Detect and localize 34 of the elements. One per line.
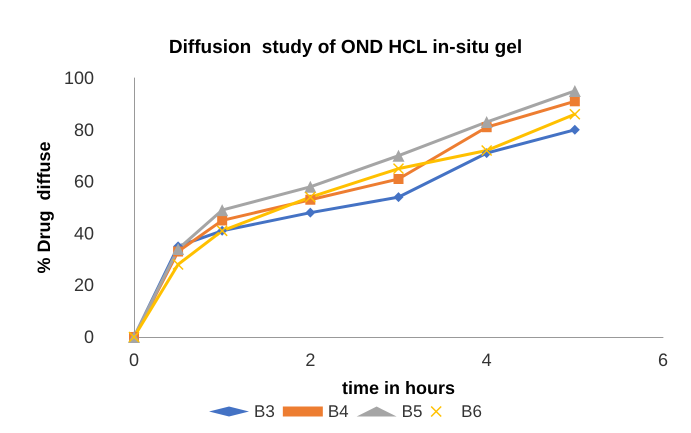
point: [304, 191, 316, 203]
point: [172, 242, 184, 255]
point: [172, 258, 184, 270]
y-tick-label: 80: [74, 120, 94, 140]
x-tick-label: 4: [482, 350, 492, 370]
legend-label: B3: [254, 402, 275, 421]
point: [305, 208, 316, 218]
point: [392, 150, 404, 162]
x-tick-label: 6: [658, 350, 668, 370]
point: [568, 84, 581, 97]
point: [304, 180, 316, 193]
point: [570, 96, 580, 106]
point: [480, 116, 493, 128]
legend-label: B6: [461, 402, 482, 421]
point: [392, 162, 404, 174]
point: [394, 192, 404, 202]
point: [394, 174, 404, 184]
x-tick-label: 0: [128, 350, 140, 370]
point: [217, 215, 228, 226]
y-tick-label: 100: [64, 68, 94, 88]
point: [569, 108, 581, 120]
legend-label: B4: [328, 402, 349, 421]
point: [216, 204, 228, 216]
y-tick-label: 0: [84, 327, 94, 347]
legend-label: B5: [402, 402, 422, 421]
x-tick-label: 2: [305, 350, 316, 370]
y-axis-title: % Drug diffuse: [34, 141, 54, 274]
chart-title: Diffusion study of OND HCL in-situ gel: [168, 37, 522, 58]
y-tick-label: 20: [74, 275, 94, 296]
x-axis-title: time in hours: [342, 378, 456, 398]
y-tick-label: 40: [74, 223, 94, 244]
y-tick-label: 60: [74, 172, 94, 192]
point: [570, 124, 580, 135]
point: [480, 144, 492, 156]
